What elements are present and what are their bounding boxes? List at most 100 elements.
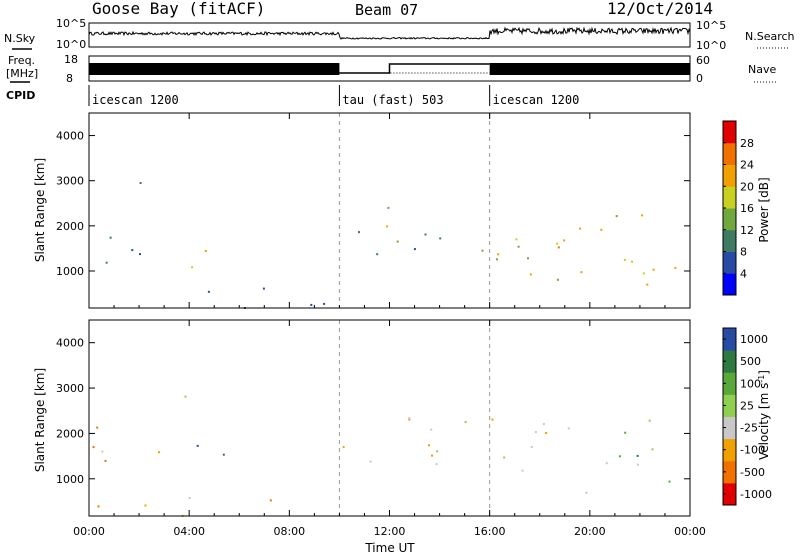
freq-label-1: Freq. <box>8 54 35 67</box>
colorbar-tick-label: 25 <box>740 399 754 412</box>
cpid-segment-label: icescan 1200 <box>92 93 179 107</box>
data-pixel <box>503 456 506 459</box>
colorbar-swatch <box>723 416 736 440</box>
colorbar-swatch <box>723 438 736 462</box>
station-title: Goose Bay (fitACF) <box>92 0 265 18</box>
data-pixel <box>618 455 621 458</box>
nsky-panel <box>88 22 691 48</box>
y-tick-label: 1000 <box>56 473 84 486</box>
data-pixel <box>542 423 545 426</box>
data-pixel <box>431 454 433 457</box>
data-pixel <box>408 417 411 419</box>
data-pixel <box>204 250 207 252</box>
colorbar-swatch <box>723 208 736 231</box>
data-pixel <box>144 504 147 507</box>
data-pixel <box>196 444 199 447</box>
data-pixel <box>615 215 618 218</box>
data-pixel <box>652 268 655 271</box>
cpid-label: CPID <box>6 89 35 102</box>
data-pixel <box>646 283 649 286</box>
data-pixel <box>428 444 430 447</box>
data-pixel <box>521 469 524 472</box>
colorbar-tick-label: 500 <box>740 355 761 368</box>
data-pixel <box>439 237 442 240</box>
data-pixel <box>648 419 651 422</box>
power-ylabel: Slant Range [km] <box>33 158 47 262</box>
y-tick-label: 3000 <box>56 175 84 188</box>
colorbar-tick-label: 100 <box>740 377 761 390</box>
data-pixel <box>517 245 520 248</box>
data-pixel <box>496 258 498 261</box>
cpid-segment-label: tau (fast) 503 <box>342 93 443 107</box>
colorbar-tick-label: 12 <box>740 224 754 237</box>
colorbar-swatch <box>723 328 736 351</box>
data-pixel <box>222 453 225 456</box>
x-tick-label: 16:00 <box>474 525 506 538</box>
data-pixel <box>104 459 107 462</box>
data-pixel <box>310 303 313 306</box>
data-pixel <box>358 231 360 234</box>
data-pixel <box>184 395 187 398</box>
y-tick-label: 2000 <box>56 427 84 440</box>
date-title: 12/Oct/2014 <box>607 0 713 18</box>
colorbar-swatch <box>723 142 736 165</box>
velocity-colorbar: 1000 500 100 25 -25 -100 -500 -1000 <box>722 327 772 506</box>
data-pixel <box>497 253 500 256</box>
colorbar-tick-label: 24 <box>740 159 754 172</box>
data-pixel <box>376 253 379 256</box>
data-pixel <box>556 278 559 281</box>
colorbar-tick-label: 28 <box>740 137 754 150</box>
data-pixel <box>624 431 627 434</box>
colorbar-swatch <box>723 394 736 417</box>
data-pixel <box>105 261 108 264</box>
data-pixel <box>396 240 399 243</box>
data-pixel <box>158 451 161 454</box>
colorbar-swatch <box>723 372 736 395</box>
colorbar-swatch <box>723 460 736 484</box>
velocity-ylabel: Slant Range [km] <box>33 368 47 472</box>
data-pixel <box>139 182 142 184</box>
data-pixel <box>369 460 372 463</box>
data-pixel <box>631 260 633 263</box>
cpid-segment-label: icescan 1200 <box>493 93 580 107</box>
data-pixel <box>674 266 677 269</box>
colorbar-tick-label: 1000 <box>740 333 768 346</box>
data-pixel <box>556 242 559 245</box>
data-pixel <box>464 421 467 424</box>
x-tick-label: 20:00 <box>574 525 606 538</box>
colorbar-tick-label: -1000 <box>740 488 772 501</box>
y-tick-label: 4000 <box>56 130 84 143</box>
data-pixel <box>491 418 494 421</box>
data-pixel <box>387 206 390 209</box>
nsky-tick-bottom: 10^0 <box>56 38 86 51</box>
data-pixel <box>96 426 99 429</box>
data-pixel <box>557 246 560 249</box>
y-tick-label: 4000 <box>56 337 84 350</box>
x-tick-label: 12:00 <box>374 525 406 538</box>
x-axis-title: Time UT <box>364 541 415 554</box>
x-tick-label: 08:00 <box>273 525 305 538</box>
colorbar-swatch <box>723 121 736 144</box>
data-pixel <box>530 446 533 448</box>
data-pixel <box>269 499 272 502</box>
data-pixel <box>413 248 416 251</box>
data-pixel <box>642 272 645 275</box>
x-tick-label: 00:00 <box>674 525 706 538</box>
freq-tick-bottom: 8 <box>66 72 73 85</box>
data-pixel <box>481 249 484 252</box>
data-pixel <box>386 225 389 228</box>
data-pixel <box>188 497 191 499</box>
x-tick-label: 00:00 <box>73 525 105 538</box>
nave-tick-top: 60 <box>696 54 710 67</box>
nsearch-tick-top: 10^5 <box>696 19 726 32</box>
data-pixel <box>262 287 265 290</box>
data-pixel <box>92 446 95 449</box>
data-pixel <box>191 266 194 269</box>
data-pixel <box>534 431 537 434</box>
data-pixel <box>430 428 433 431</box>
colorbar-swatch <box>723 186 736 209</box>
data-pixel <box>101 450 104 453</box>
data-pixel <box>139 253 141 256</box>
data-pixel <box>580 271 583 274</box>
